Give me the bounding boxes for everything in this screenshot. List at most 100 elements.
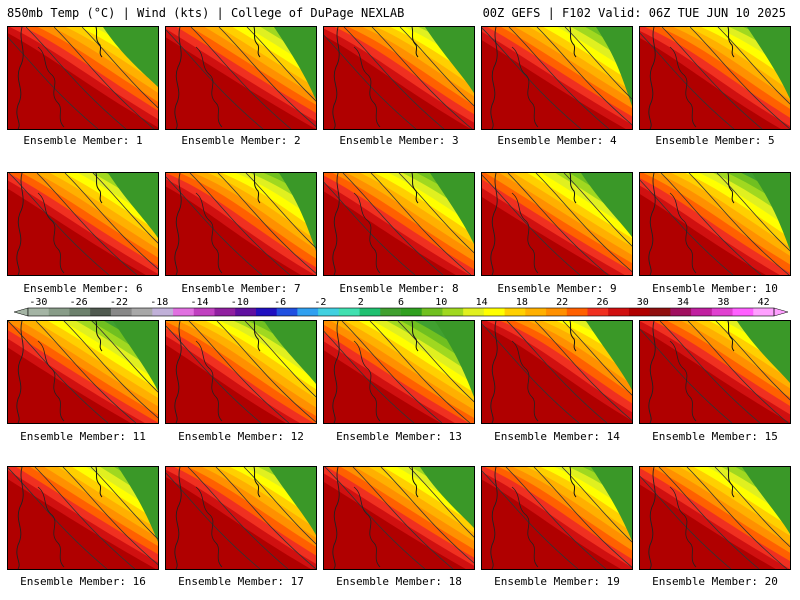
height-contour [324,181,416,275]
height-contour [661,27,763,129]
ensemble-map-panel [323,172,475,276]
colorbar-segment [110,308,133,316]
terrain-outline [174,27,182,129]
terrain-outline [195,486,223,568]
colorbar-segment [753,308,775,316]
temperature-band [324,481,466,569]
ensemble-map-panel [639,466,791,570]
height-contour [92,173,158,244]
temperature-band [482,479,621,569]
color-scale-bar: -30 -26 -22 -18 -14 -10 -6 -2 2 6 10 14 18 22 26 30 34 38… [13,297,789,321]
temperature-map [324,321,474,423]
coastline [727,321,735,352]
temperature-map [324,27,474,129]
terrain-outline [332,321,340,423]
height-contour [343,27,445,129]
terrain-outline [669,340,697,422]
temperature-band [166,344,286,423]
height-contour [369,321,471,423]
ensemble-member-label: Ensemble Member: 12 [178,430,304,443]
colorbar-segment [297,308,319,316]
height-contour [714,467,790,548]
coastline [727,27,735,58]
temperature-map [324,467,474,569]
ensemble-member-label: Ensemble Member: 9 [497,282,617,295]
colorbar-segment [359,308,381,316]
ensemble-map-panel [481,466,633,570]
height-contour [507,173,609,275]
ensemble-map-panel [481,172,633,276]
colorbar-segment [691,308,713,316]
height-contour [34,467,136,569]
cool-region [274,27,316,100]
colorbar-segment [90,308,112,316]
run-info: 00Z GEFS | F102 Valid: 06Z TUE JUN 10 20… [482,6,786,20]
colorbar-tick-label: 22 [556,297,568,308]
height-contour [166,29,264,129]
cool-region [752,173,790,250]
terrain-outline [16,27,24,129]
cool-region [591,467,632,541]
ensemble-map-panel [7,26,159,130]
coastline [95,467,103,498]
height-contour [36,173,138,275]
ensemble-map-panel [639,320,791,424]
terrain-outline [511,46,539,128]
terrain-outline [511,486,539,568]
terrain-outline [490,27,498,129]
colorbar-segment [380,308,402,316]
colorbar-segment [173,308,195,316]
cool-region [118,467,158,542]
colorbar-segment [276,308,298,316]
colorbar-tick-label: -10 [231,297,249,308]
coastline [569,173,577,204]
coastline [569,321,577,352]
height-contour [62,467,158,566]
colorbar-segment [214,308,236,316]
height-contour [352,467,454,569]
colorbar-tick-label: 30 [637,297,649,308]
terrain-outline [16,173,24,275]
height-contour [688,173,790,275]
height-contour [324,34,417,129]
colorbar-segment [235,308,257,316]
temperature-map [8,173,158,275]
terrain-outline [669,192,697,274]
colorbar-segment [566,308,588,316]
height-contour [90,467,158,540]
cool-region [747,27,790,99]
ensemble-map-panel [165,320,317,424]
coastline [253,173,261,204]
colorbar-segment [608,308,630,316]
temperature-map [166,467,316,569]
ensemble-member-label: Ensemble Member: 11 [20,430,146,443]
cool-region [425,27,474,93]
cool-region [430,173,474,244]
colorbar-tick-label: -6 [274,297,286,308]
ensemble-member-label: Ensemble Member: 20 [652,575,778,588]
height-contour [562,321,632,396]
height-contour [25,27,127,129]
colorbar-tick-label: -2 [314,297,326,308]
coastline [253,321,261,352]
terrain-outline [195,46,223,128]
ensemble-member-label: Ensemble Member: 19 [494,575,620,588]
coastline [727,467,735,498]
terrain-outline [16,467,24,569]
height-contour [399,27,474,107]
ensemble-member-label: Ensemble Member: 14 [494,430,620,443]
height-contour [64,173,158,270]
cool-region [264,321,316,384]
height-contour [482,323,580,423]
terrain-outline [648,321,656,423]
height-contour [533,467,632,568]
height-contour [397,321,474,403]
height-contour [341,321,443,423]
height-contour [659,321,761,423]
temperature-map [166,27,316,129]
ensemble-member-label: Ensemble Member: 4 [497,134,617,147]
coastline [411,321,419,352]
chart-title: 850mb Temp (°C) | Wind (kts) | College o… [7,6,405,20]
height-contour [215,467,316,569]
temperature-band [166,186,301,275]
